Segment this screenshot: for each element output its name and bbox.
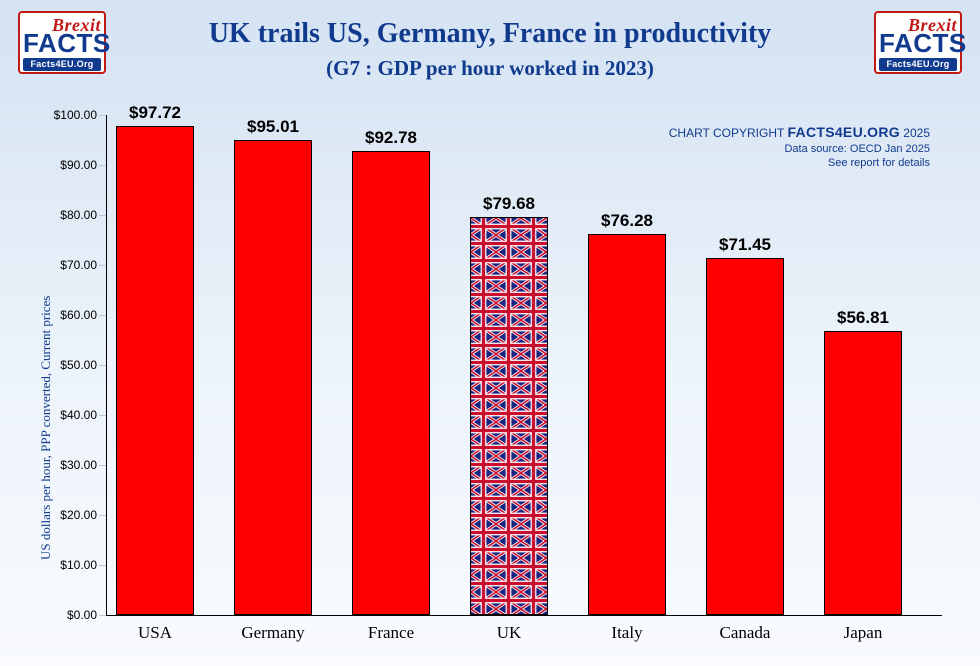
chart-title: UK trails US, Germany, France in product… — [0, 18, 980, 50]
gridline — [99, 515, 106, 516]
bar-value-label: $71.45 — [694, 235, 796, 255]
y-tick-label: $20.00 — [43, 508, 97, 522]
gridline — [99, 365, 106, 366]
gridline — [99, 415, 106, 416]
gridline — [99, 565, 106, 566]
x-tick-label: Japan — [804, 623, 922, 643]
x-tick-label: Italy — [568, 623, 686, 643]
y-tick-label: $10.00 — [43, 558, 97, 572]
gridline — [99, 615, 106, 616]
bar-value-label: $56.81 — [812, 308, 914, 328]
plot-area: $0.00$10.00$20.00$30.00$40.00$50.00$60.0… — [106, 115, 942, 615]
y-tick-label: $0.00 — [43, 608, 97, 622]
x-tick-label: USA — [96, 623, 214, 643]
x-tick-label: Canada — [686, 623, 804, 643]
gridline — [99, 215, 106, 216]
bar-value-label: $92.78 — [340, 128, 442, 148]
y-tick-label: $100.00 — [43, 108, 97, 122]
y-tick-label: $70.00 — [43, 258, 97, 272]
gridline — [99, 315, 106, 316]
bar-italy — [588, 234, 666, 615]
bar-germany — [234, 140, 312, 615]
y-tick-label: $60.00 — [43, 308, 97, 322]
x-tick-label: UK — [450, 623, 568, 643]
bar-france — [352, 151, 430, 615]
bar-value-label: $79.68 — [458, 194, 560, 214]
bar-value-label: $76.28 — [576, 211, 678, 231]
y-tick-label: $50.00 — [43, 358, 97, 372]
x-tick-label: Germany — [214, 623, 332, 643]
bar-value-label: $97.72 — [104, 103, 206, 123]
chart-subtitle: (G7 : GDP per hour worked in 2023) — [0, 56, 980, 81]
gridline — [99, 265, 106, 266]
bar-value-label: $95.01 — [222, 117, 324, 137]
bar-uk — [470, 217, 548, 615]
gridline — [99, 465, 106, 466]
chart-canvas: Brexit FACTS Facts4EU.Org Brexit FACTS F… — [0, 0, 980, 666]
y-axis — [106, 115, 107, 615]
y-tick-label: $90.00 — [43, 158, 97, 172]
y-tick-label: $40.00 — [43, 408, 97, 422]
x-tick-label: France — [332, 623, 450, 643]
y-tick-label: $80.00 — [43, 208, 97, 222]
y-tick-label: $30.00 — [43, 458, 97, 472]
bar-usa — [116, 126, 194, 615]
bar-japan — [824, 331, 902, 615]
gridline — [99, 165, 106, 166]
x-axis — [106, 615, 942, 616]
bar-canada — [706, 258, 784, 615]
